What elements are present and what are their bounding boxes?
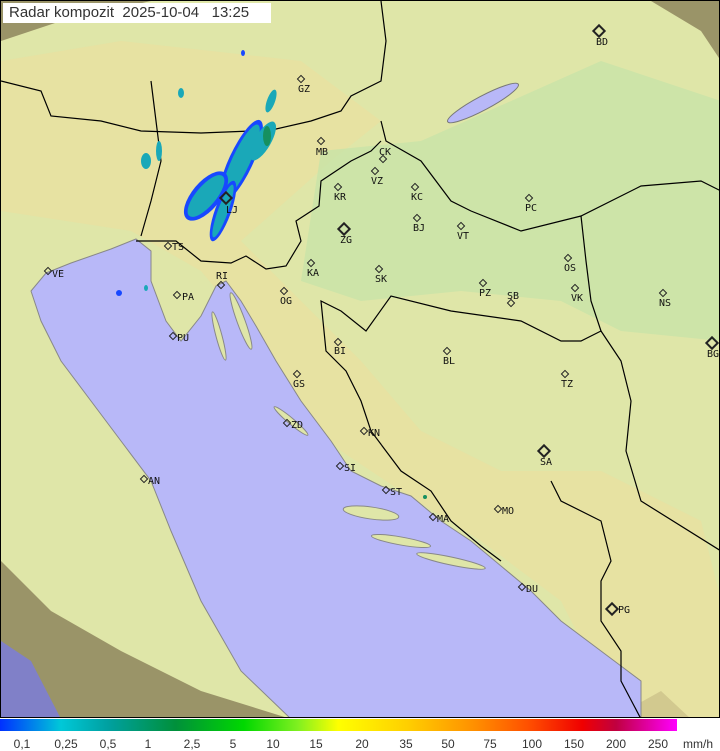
legend-tick-label: 150	[563, 737, 585, 751]
map-title: Radar kompozit 2025-10-04 13:25	[3, 3, 271, 23]
legend-tick-label: 5	[229, 737, 237, 751]
city-label: BG	[707, 349, 720, 360]
city-label: PA	[182, 292, 195, 303]
legend-tick-label: 2,5	[183, 737, 201, 751]
city-label: LJ	[226, 205, 239, 216]
city-label: PC	[525, 203, 538, 214]
radar-map[interactable]: GZ BD MB CK VZ KR KC PC LJ BJ VT ZG TS VE KA SK OS RI PA OG…	[0, 0, 720, 718]
legend-tick-label: 75	[483, 737, 497, 751]
city-label: VZ	[371, 176, 384, 187]
city-label: SI	[344, 463, 357, 474]
city-label: GZ	[298, 84, 311, 95]
city-label: MB	[316, 147, 329, 158]
city-label: DU	[526, 584, 539, 595]
city-label: NS	[659, 298, 672, 309]
city-label: MA	[437, 514, 450, 525]
city-label: KR	[334, 192, 347, 203]
city-label: SA	[540, 457, 553, 468]
legend-tick-label: 0,1	[13, 737, 31, 751]
city-label: BD	[596, 37, 609, 48]
legend-tick-label: 50	[441, 737, 455, 751]
lowland-area	[301, 61, 719, 341]
city-label: PZ	[479, 288, 492, 299]
radar-echoes	[116, 50, 427, 499]
legend-unit: mm/h	[683, 737, 713, 751]
city-label: SB	[507, 291, 520, 302]
city-label: BJ	[413, 223, 426, 234]
city-label: BI	[334, 346, 347, 357]
city-label: OG	[280, 296, 293, 307]
city-label: VK	[571, 293, 584, 304]
city-label: MO	[502, 506, 515, 517]
city-label: VT	[457, 231, 470, 242]
legend-tick-label: 15	[309, 737, 323, 751]
city-label: AN	[148, 476, 161, 487]
legend-color-scale	[0, 719, 677, 731]
sea	[30, 238, 642, 717]
city-label: KA	[307, 268, 320, 279]
legend-tick-label: 1	[144, 737, 152, 751]
city-label: SK	[375, 274, 388, 285]
legend-tick-label: 35	[399, 737, 413, 751]
city-label: TZ	[561, 379, 574, 390]
city-label: BL	[443, 356, 456, 367]
lake-balaton	[447, 82, 519, 124]
city-label: RI	[216, 271, 229, 282]
map-canvas	[1, 1, 719, 717]
land-relief	[1, 41, 719, 717]
bottom-left-sea	[1, 641, 60, 717]
legend-tick-label: 0,5	[99, 737, 117, 751]
city-label: TS	[172, 242, 185, 253]
city-label: OS	[564, 263, 577, 274]
city-label: PG	[618, 605, 631, 616]
city-label: CK	[379, 147, 392, 158]
city-label: ST	[390, 487, 403, 498]
legend-tick-label: 100	[521, 737, 543, 751]
legend-tick-label: 20	[355, 737, 369, 751]
city-label: GS	[293, 379, 306, 390]
city-label: ZD	[291, 420, 304, 431]
city-label: KN	[368, 428, 381, 439]
city-label: KC	[411, 192, 424, 203]
legend-tick-label: 0,25	[54, 737, 78, 751]
legend-tick-label: 200	[605, 737, 627, 751]
city-label: PU	[177, 333, 190, 344]
legend-tick-label: 10	[266, 737, 280, 751]
city-label: ZG	[340, 235, 353, 246]
city-label: VE	[52, 269, 65, 280]
legend-tick-label: 250	[647, 737, 669, 751]
islands	[211, 292, 486, 570]
